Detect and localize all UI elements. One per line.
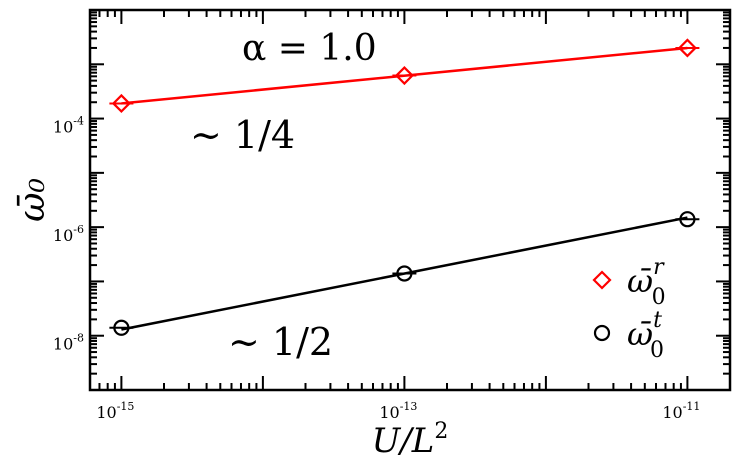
x-axis-title-base: U/L xyxy=(372,421,435,461)
series-layer xyxy=(109,38,700,336)
legend-entry: ω̄r 0 xyxy=(592,255,666,310)
x-tick-label: 10-15 xyxy=(96,400,134,422)
x-tick-exponent: -15 xyxy=(117,400,135,413)
y-tick-label: 10-6 xyxy=(53,223,84,245)
y-axis-label: ω̄₀ xyxy=(12,178,53,222)
y-tick-exponent: -8 xyxy=(73,332,84,345)
legend: ω̄r 0ω̄t 0 xyxy=(592,255,666,363)
y-tick-base: 10 xyxy=(53,335,73,354)
data-point-diamond xyxy=(677,38,697,58)
legend-label-sub: 0 xyxy=(652,285,666,310)
x-axis-title-exponent: 2 xyxy=(434,419,448,444)
plot-frame xyxy=(88,8,732,392)
data-point-diamond xyxy=(394,66,414,86)
data-point-diamond xyxy=(111,93,131,113)
y-tick-label: 10-8 xyxy=(53,332,84,354)
legend-diamond-marker xyxy=(592,270,612,290)
annotation-slope-quarter: ∼ 1/4 xyxy=(190,113,295,157)
annotation-alpha: α = 1.0 xyxy=(242,28,377,69)
x-axis-title: U/L2 xyxy=(372,419,449,461)
x-tick-exponent: -13 xyxy=(400,400,418,413)
data-point-circle xyxy=(113,319,130,336)
legend-label: ω̄r 0 xyxy=(627,255,666,310)
x-tick-base: 10 xyxy=(96,403,116,422)
legend-label-sub: 0 xyxy=(650,338,664,363)
legend-label-sup: r xyxy=(653,255,665,280)
y-tick-exponent: -6 xyxy=(73,223,84,236)
x-tick-base: 10 xyxy=(379,403,399,422)
annotation-slope-half: ∼ 1/2 xyxy=(228,320,333,364)
x-tick-label: 10-11 xyxy=(662,400,700,422)
legend-circle-marker xyxy=(593,324,611,342)
legend-label-sup: t xyxy=(653,308,662,333)
y-tick-label: 10-4 xyxy=(53,115,84,137)
x-tick-base: 10 xyxy=(662,403,682,422)
series-circle xyxy=(109,211,700,336)
data-point-circle xyxy=(396,265,413,282)
data-point-circle xyxy=(679,211,696,228)
x-tick-exponent: -11 xyxy=(683,400,701,413)
legend-label-base: ω̄ xyxy=(627,315,653,353)
y-axis-title: ω̄₀ xyxy=(12,178,53,222)
legend-label-base: ω̄ xyxy=(627,262,653,300)
legend-entry: ω̄t 0 xyxy=(593,308,664,363)
legend-label: ω̄t 0 xyxy=(627,308,664,363)
x-tick-label: 10-13 xyxy=(379,400,417,422)
y-tick-base: 10 xyxy=(53,118,73,137)
x-axis-label: U/L2 xyxy=(372,419,449,461)
y-tick-base: 10 xyxy=(53,226,73,245)
series-diamond xyxy=(109,38,700,113)
y-tick-exponent: -4 xyxy=(73,115,84,128)
